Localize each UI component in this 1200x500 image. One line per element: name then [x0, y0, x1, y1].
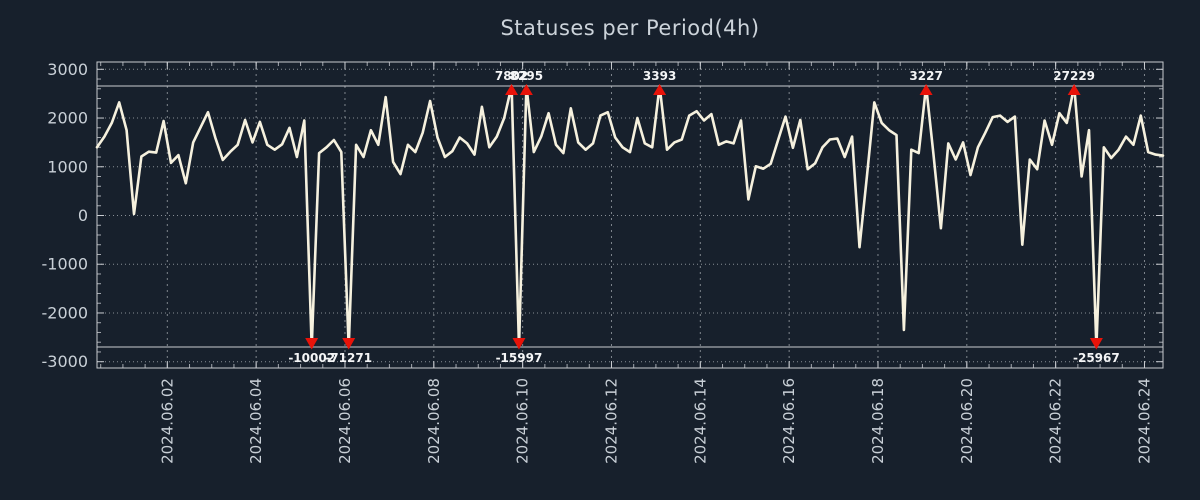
data-line — [95, 84, 1165, 349]
y-axis-tick-label: 3000 — [47, 60, 88, 79]
trough-marker-icon — [342, 338, 356, 350]
peak-value-label: 8295 — [510, 69, 543, 83]
trough-marker-icon — [305, 338, 319, 350]
y-axis-tick-label: 0 — [78, 206, 88, 225]
x-axis-tick-label: 2024.06.12 — [603, 378, 621, 464]
trough-value-label: -25967 — [1073, 351, 1120, 365]
y-axis-tick-label: -3000 — [42, 352, 89, 371]
x-axis-tick-label: 2024.06.24 — [1136, 378, 1154, 464]
chart-title: Statuses per Period(4h) — [500, 16, 760, 40]
peak-value-label: 3393 — [643, 69, 676, 83]
y-axis-tick-label: -1000 — [42, 255, 89, 274]
peak-value-label: 27229 — [1053, 69, 1095, 83]
trough-marker-icon — [512, 338, 526, 350]
peak-marker-icon — [1067, 84, 1081, 95]
trough-value-label: -15997 — [496, 351, 543, 365]
x-axis-tick-label: 2024.06.06 — [336, 378, 354, 464]
peak-value-label: 3227 — [909, 69, 942, 83]
peak-marker-icon — [919, 84, 933, 95]
x-axis-tick-label: 2024.06.02 — [158, 378, 176, 464]
peak-marker-icon — [505, 84, 519, 95]
y-axis-tick-label: 2000 — [47, 109, 88, 128]
trough-value-label: -10002 — [288, 351, 335, 365]
x-axis-tick-label: 2024.06.08 — [425, 378, 443, 464]
x-axis-tick-label: 2024.06.10 — [514, 378, 532, 464]
x-axis-tick-label: 2024.06.20 — [958, 378, 976, 464]
peak-value-label: 7802 — [495, 69, 528, 83]
y-axis-tick-label: 1000 — [47, 157, 88, 176]
x-axis-tick-label: 2024.06.16 — [780, 378, 798, 464]
x-axis-tick-label: 2024.06.14 — [691, 378, 709, 464]
x-axis-tick-label: 2024.06.22 — [1047, 378, 1065, 464]
trough-marker-icon — [1089, 338, 1103, 350]
peak-marker-icon — [519, 84, 533, 95]
trough-value-label: -71271 — [325, 351, 372, 365]
x-axis-tick-label: 2024.06.18 — [869, 378, 887, 464]
x-axis-tick-label: 2024.06.04 — [247, 378, 265, 464]
y-axis-tick-label: -2000 — [42, 303, 89, 322]
peak-marker-icon — [653, 84, 667, 95]
